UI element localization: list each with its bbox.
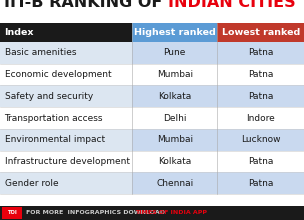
FancyBboxPatch shape <box>0 151 304 172</box>
FancyBboxPatch shape <box>0 85 304 107</box>
Text: Patna: Patna <box>248 92 273 101</box>
Text: Highest ranked: Highest ranked <box>134 28 216 37</box>
Text: Indore: Indore <box>246 114 275 123</box>
Text: Chennai: Chennai <box>156 179 193 188</box>
Text: FOR MORE  INFOGRAPHICS DOWNLOAD: FOR MORE INFOGRAPHICS DOWNLOAD <box>26 210 167 215</box>
Text: Economic development: Economic development <box>5 70 111 79</box>
Text: INDIAN CITIES: INDIAN CITIES <box>168 0 295 10</box>
Text: Kolkata: Kolkata <box>158 92 192 101</box>
Text: Mumbai: Mumbai <box>157 70 193 79</box>
FancyBboxPatch shape <box>217 129 304 151</box>
FancyBboxPatch shape <box>132 172 217 194</box>
Text: TIMES OF INDIA APP: TIMES OF INDIA APP <box>135 210 207 215</box>
Text: Safety and security: Safety and security <box>5 92 93 101</box>
FancyBboxPatch shape <box>217 42 304 64</box>
FancyBboxPatch shape <box>132 42 217 64</box>
FancyBboxPatch shape <box>132 23 217 42</box>
FancyBboxPatch shape <box>0 129 304 151</box>
Text: Delhi: Delhi <box>163 114 187 123</box>
Text: Patna: Patna <box>248 70 273 79</box>
Text: Patna: Patna <box>248 179 273 188</box>
Text: Gender role: Gender role <box>5 179 58 188</box>
FancyBboxPatch shape <box>0 23 132 42</box>
FancyBboxPatch shape <box>0 107 304 129</box>
FancyBboxPatch shape <box>0 172 304 194</box>
FancyBboxPatch shape <box>0 42 304 64</box>
FancyBboxPatch shape <box>132 129 217 151</box>
Text: Environmental impact: Environmental impact <box>5 135 105 144</box>
Text: Mumbai: Mumbai <box>157 135 193 144</box>
FancyBboxPatch shape <box>0 64 304 85</box>
Text: Kolkata: Kolkata <box>158 157 192 166</box>
FancyBboxPatch shape <box>217 172 304 194</box>
FancyBboxPatch shape <box>217 23 304 42</box>
FancyBboxPatch shape <box>132 85 217 107</box>
Text: Lucknow: Lucknow <box>241 135 280 144</box>
FancyBboxPatch shape <box>217 85 304 107</box>
Text: IIT-B RANKING OF: IIT-B RANKING OF <box>4 0 168 10</box>
Text: Patna: Patna <box>248 48 273 57</box>
Text: Basic amenities: Basic amenities <box>5 48 76 57</box>
FancyBboxPatch shape <box>0 206 304 220</box>
Text: Lowest ranked: Lowest ranked <box>222 28 300 37</box>
Text: Infrastructure development: Infrastructure development <box>5 157 130 166</box>
Text: Index: Index <box>5 28 34 37</box>
FancyBboxPatch shape <box>2 207 22 219</box>
Text: TOI: TOI <box>7 210 17 215</box>
Text: Patna: Patna <box>248 157 273 166</box>
Text: Pune: Pune <box>164 48 186 57</box>
Text: Transportation access: Transportation access <box>5 114 103 123</box>
